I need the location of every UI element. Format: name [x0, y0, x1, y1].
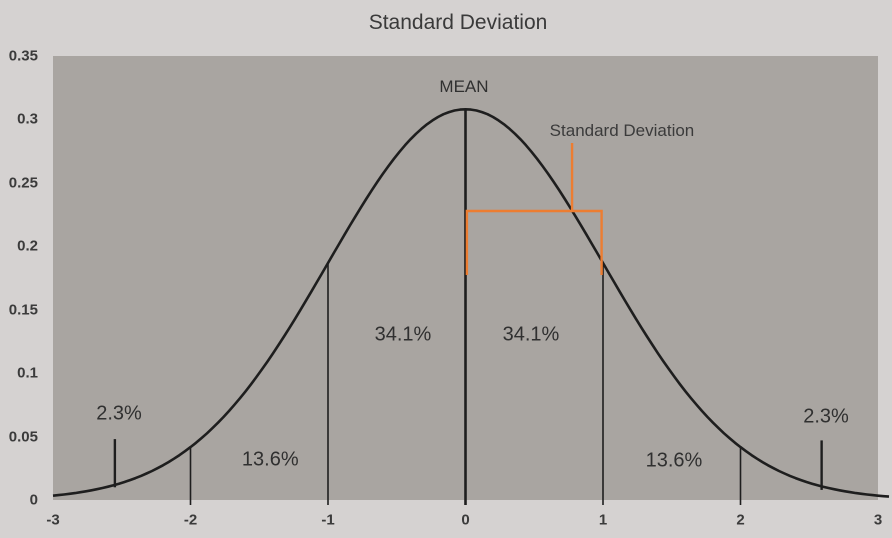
sd-bracket — [465, 209, 603, 275]
normal-curve — [52, 108, 890, 498]
chart-title: Standard Deviation — [368, 11, 548, 34]
